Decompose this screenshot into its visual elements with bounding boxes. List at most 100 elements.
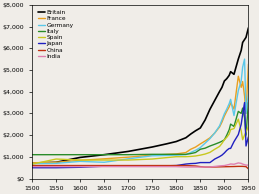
Germany [127,158,130,160]
Germany [232,114,235,117]
Germany [213,132,216,134]
France [31,162,34,164]
Spain [151,158,154,160]
Germany [228,102,231,105]
China [232,165,235,168]
Japan [199,161,202,164]
Italy [55,153,58,156]
India [151,165,154,168]
Germany [223,113,226,115]
Spain [213,148,216,150]
France [208,137,212,139]
India [208,166,212,168]
Britain [194,130,197,132]
Britain [225,77,228,80]
Italy [228,129,231,131]
China [247,168,250,170]
Germany [237,89,240,92]
Japan [223,152,226,154]
Italy [243,117,246,119]
France [223,115,226,117]
Line: China: China [32,165,248,169]
Spain [247,125,250,128]
Italy [189,152,192,155]
Japan [103,165,106,167]
Japan [127,165,130,167]
Germany [103,161,106,164]
Germany [194,149,197,152]
Britain [208,108,212,110]
Spain [241,139,244,141]
India [103,165,106,168]
Japan [78,166,82,168]
Japan [194,162,197,165]
India [175,165,178,168]
Spain [189,155,192,158]
China [237,165,240,168]
Britain [240,49,243,52]
Japan [241,113,244,116]
India [229,163,232,165]
China [223,165,226,168]
France [229,102,232,104]
Britain [184,137,188,139]
Japan [189,162,192,165]
Line: India: India [32,163,248,167]
Spain [229,128,232,131]
Spain [228,133,231,135]
Line: Japan: Japan [32,103,248,168]
India [237,162,240,164]
India [78,165,82,168]
Spain [240,130,243,132]
France [232,108,235,110]
Japan [237,133,240,136]
Britain [55,161,58,164]
Germany [241,66,244,68]
Britain [247,27,250,29]
Germany [218,125,221,127]
Britain [232,73,235,75]
Japan [184,163,188,165]
Japan [240,123,243,126]
Spain [175,156,178,158]
France [213,132,216,134]
Japan [244,145,248,147]
Britain [78,156,82,158]
Line: Germany: Germany [32,59,248,164]
Britain [189,133,192,135]
Italy [127,153,130,156]
China [218,166,221,168]
China [78,164,82,167]
Britain [31,162,34,164]
Italy [244,134,248,136]
Japan [204,161,207,164]
Germany [225,108,228,110]
Spain [237,118,240,120]
Britain [241,41,244,44]
India [204,166,207,168]
Spain [194,155,197,157]
Britain [244,36,248,39]
China [175,164,178,167]
China [55,164,58,167]
India [247,164,250,166]
France [228,106,231,108]
Germany [220,119,224,121]
China [189,165,192,167]
Spain [218,145,221,148]
Germany [78,160,82,163]
Germany [31,162,34,165]
Germany [184,153,188,156]
India [55,165,58,168]
Italy [204,147,207,149]
Japan [175,164,178,167]
France [240,86,243,88]
France [199,143,202,145]
France [237,75,240,77]
India [189,166,192,168]
Italy [241,107,244,109]
Britain [151,146,154,148]
India [228,163,231,166]
France [244,112,248,115]
Spain [223,139,226,141]
